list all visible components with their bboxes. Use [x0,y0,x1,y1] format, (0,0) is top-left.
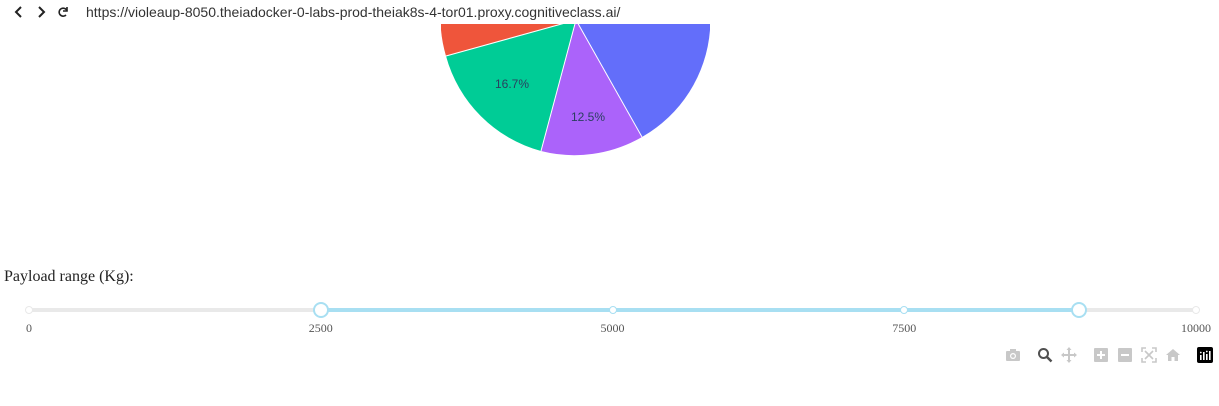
zoom-button[interactable] [1035,346,1055,364]
pie-slice-green[interactable] [446,20,576,151]
zoom-out-icon [1118,348,1132,362]
browser-toolbar: https://violeaup-8050.theiadocker-0-labs… [0,0,1219,24]
reset-axes-button[interactable] [1163,346,1183,364]
zoom-icon [1038,348,1053,363]
slider-mark-dot[interactable] [1192,306,1200,314]
slider-mark-dot[interactable] [900,306,909,314]
camera-icon [1006,349,1020,361]
slider-handle-low[interactable] [312,302,329,318]
address-bar[interactable]: https://violeaup-8050.theiadocker-0-labs… [86,4,621,20]
pie-chart-svg: 16.7% 12.5% [441,19,710,156]
slider-mark-label[interactable]: 0 [26,321,32,335]
slider-mark-label[interactable]: 2500 [308,321,333,335]
payload-range-slider[interactable]: 0 2500 5000 7500 10000 [0,296,1219,336]
slider-mark-label[interactable]: 5000 [600,321,625,335]
forward-button[interactable] [30,1,52,23]
plotly-logo-icon [1197,347,1213,363]
pie-label-green: 16.7% [495,77,529,91]
payload-range-label: Payload range (Kg): [4,268,134,285]
zoom-out-button[interactable] [1115,346,1135,364]
pan-button[interactable] [1059,346,1079,364]
slider-mark-label[interactable]: 10000 [1181,321,1211,335]
slider-mark-label[interactable]: 7500 [892,321,917,335]
reload-button[interactable] [52,1,74,23]
pie-chart: 16.7% 12.5% [0,0,1219,200]
plotly-modebar [1003,346,1215,364]
download-plot-button[interactable] [1003,346,1023,364]
autoscale-icon [1141,347,1157,363]
slider-mark-dot[interactable] [608,306,617,314]
pan-icon [1061,347,1077,363]
zoom-in-button[interactable] [1091,346,1111,364]
slider-mark-dot[interactable] [25,306,33,314]
zoom-in-icon [1094,348,1108,362]
reload-icon [58,7,68,17]
autoscale-button[interactable] [1139,346,1159,364]
plotly-logo-button[interactable] [1195,346,1215,364]
chevron-left-icon [14,6,22,18]
pie-label-purple: 12.5% [571,110,605,124]
chevron-right-icon [38,6,46,18]
pie-slice-blue[interactable] [576,20,710,137]
pie-slice-purple[interactable] [541,20,642,156]
back-button[interactable] [8,1,30,23]
home-icon [1166,349,1180,361]
slider-track[interactable] [320,308,1080,312]
slider-handle-high[interactable] [1071,302,1088,318]
